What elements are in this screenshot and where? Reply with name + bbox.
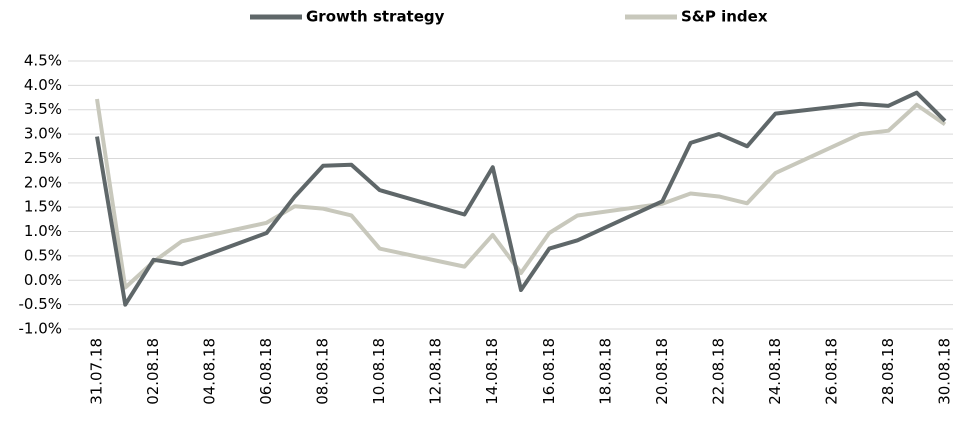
x-tick-label: 30.08.18 bbox=[936, 338, 953, 405]
x-tick-label: 10.08.18 bbox=[370, 338, 388, 405]
y-tick-label: 0.0% bbox=[24, 271, 62, 289]
y-tick-label: -0.5% bbox=[18, 295, 62, 313]
y-tick-label: 2.5% bbox=[24, 149, 62, 167]
x-tick-label: 12.08.18 bbox=[427, 338, 445, 405]
y-tick-label: 2.0% bbox=[24, 173, 62, 191]
series-line bbox=[95, 90, 947, 307]
x-tick-label: 20.08.18 bbox=[653, 338, 671, 405]
x-tick-label: 08.08.18 bbox=[314, 338, 332, 405]
y-tick-label: 1.0% bbox=[24, 222, 62, 240]
x-tick-label: 04.08.18 bbox=[201, 338, 219, 405]
x-tick-label: 26.08.18 bbox=[822, 338, 840, 405]
x-tick-label: 02.08.18 bbox=[144, 338, 162, 405]
x-tick-label: 18.08.18 bbox=[596, 338, 614, 405]
y-tick-label: 0.5% bbox=[24, 246, 62, 264]
x-tick-label: 22.08.18 bbox=[709, 338, 727, 405]
x-tick-label: 31.07.18 bbox=[88, 338, 106, 405]
series-line bbox=[95, 98, 947, 290]
y-tick-label: 3.5% bbox=[24, 100, 62, 118]
legend-label: Growth strategy bbox=[306, 8, 445, 26]
x-tick-label: 14.08.18 bbox=[483, 338, 501, 405]
x-tick-label: 28.08.18 bbox=[879, 338, 897, 405]
y-tick-label: -1.0% bbox=[18, 320, 62, 338]
legend-label: S&P index bbox=[681, 8, 768, 26]
y-tick-label: 4.5% bbox=[24, 52, 62, 70]
y-tick-label: 1.5% bbox=[24, 198, 62, 216]
x-tick-label: 06.08.18 bbox=[257, 338, 275, 405]
x-tick-label: 16.08.18 bbox=[540, 338, 558, 405]
y-tick-label: 4.0% bbox=[24, 76, 62, 94]
y-tick-label: 3.0% bbox=[24, 125, 62, 143]
x-tick-label: 24.08.18 bbox=[766, 338, 784, 405]
